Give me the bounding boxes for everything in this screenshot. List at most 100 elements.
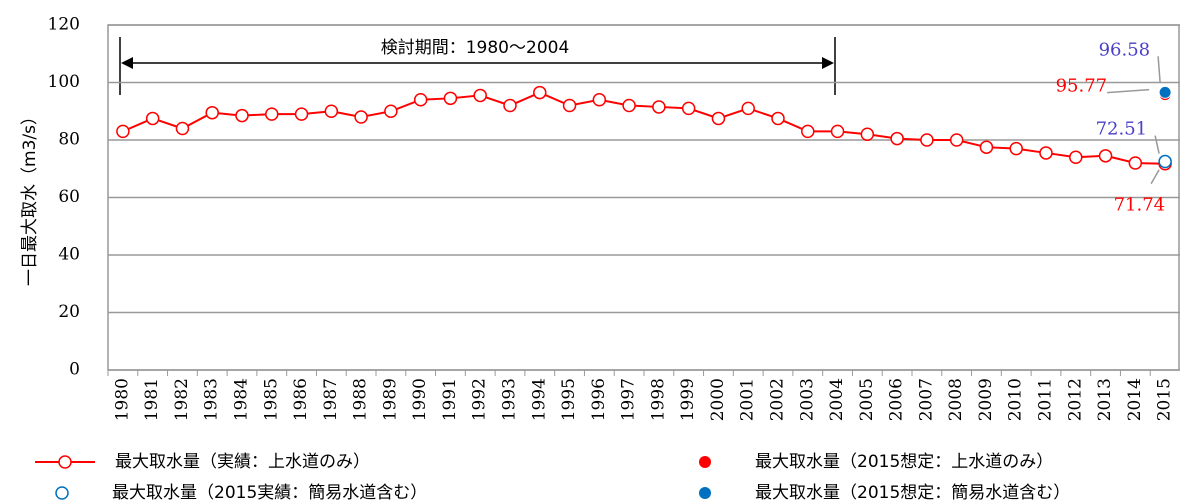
legend-label: 最大取水量（実績：上水道のみ） — [115, 452, 370, 472]
annotation: 検討期間：1980～2004 — [381, 38, 570, 58]
y-tick-label: 120 — [48, 15, 80, 35]
leader-line — [1107, 88, 1150, 94]
x-tick-label: 1980 — [112, 378, 132, 421]
x-tick-label: 2012 — [1065, 378, 1085, 421]
x-tick-label: 1987 — [321, 378, 341, 421]
point — [473, 88, 487, 103]
leader-line — [1157, 56, 1161, 83]
x-tick-label: 2004 — [827, 378, 847, 421]
legend-marker — [58, 455, 72, 469]
x-tick-label: 2003 — [797, 378, 817, 421]
x-tick-label: 2010 — [1006, 378, 1026, 421]
x-tick-label: 2013 — [1095, 378, 1115, 421]
y-axis-label: 一日最大取水（m3/s） — [20, 108, 40, 286]
point — [116, 124, 130, 139]
point — [1098, 149, 1113, 163]
legend-marker — [699, 487, 711, 499]
point — [1128, 156, 1143, 170]
point — [1069, 150, 1083, 164]
x-tick-label: 1986 — [291, 378, 311, 421]
point — [622, 98, 636, 113]
data-label: 96.58 — [1099, 39, 1151, 60]
x-tick-label: 1988 — [351, 378, 371, 421]
point — [354, 110, 368, 124]
x-tick-label: 1982 — [172, 378, 192, 421]
y-tick-label: 80 — [58, 130, 80, 150]
point — [771, 111, 785, 126]
point — [890, 131, 904, 146]
point — [920, 133, 934, 147]
point — [443, 91, 458, 106]
x-tick-label: 2005 — [857, 378, 877, 421]
point — [533, 85, 547, 100]
point — [205, 105, 219, 120]
point — [741, 101, 755, 116]
point — [979, 140, 994, 154]
point — [592, 93, 607, 107]
x-tick-label: 2006 — [887, 378, 907, 421]
x-tick-label: 2008 — [946, 378, 966, 421]
line — [122, 91, 1166, 165]
point — [1009, 141, 1023, 156]
point — [1158, 85, 1172, 99]
y-tick-label: 60 — [58, 187, 80, 207]
x-tick-label: 2001 — [738, 378, 758, 421]
point — [830, 124, 845, 139]
x-tick-label: 2014 — [1125, 378, 1145, 421]
point — [1039, 146, 1053, 160]
x-tick-label: 1990 — [410, 378, 430, 421]
point — [562, 98, 577, 113]
point — [235, 108, 249, 123]
point — [801, 124, 815, 139]
legend-marker — [55, 486, 69, 500]
x-tick-label: 1985 — [261, 378, 281, 421]
point — [413, 93, 428, 107]
x-tick-label: 1998 — [648, 378, 668, 421]
point — [652, 100, 666, 114]
legend-label: 最大取水量（2015想定：簡易水道含む） — [755, 483, 1070, 503]
data-label: 71.74 — [1114, 195, 1166, 216]
data-label: 72.51 — [1096, 119, 1148, 140]
y-tick-label: 20 — [58, 302, 80, 322]
point — [324, 104, 339, 118]
x-tick-label: 2015 — [1155, 378, 1175, 421]
point — [145, 111, 160, 126]
y-tick-label: 100 — [48, 72, 80, 92]
x-tick-label: 1993 — [500, 378, 520, 421]
x-tick-label: 2009 — [976, 378, 996, 421]
point — [384, 104, 398, 118]
x-tick-label: 2011 — [1036, 378, 1056, 421]
x-tick-label: 1999 — [678, 378, 698, 421]
point — [681, 101, 696, 116]
x-tick-label: 1989 — [380, 378, 400, 421]
legend-label: 最大取水量（2015想定：上水道のみ） — [755, 452, 1053, 472]
x-tick-label: 2000 — [708, 378, 728, 421]
data-label: 95.77 — [1056, 76, 1108, 97]
x-tick-label: 1992 — [470, 378, 490, 421]
x-tick-label: 1983 — [202, 378, 222, 421]
leader-line — [1150, 169, 1160, 185]
legend-label: 最大取水量（2015実績：簡易水道含む） — [112, 483, 427, 503]
x-tick-label: 2007 — [916, 378, 936, 421]
x-tick-label: 1996 — [589, 378, 609, 421]
point — [503, 98, 517, 113]
y-tick-label: 0 — [69, 360, 80, 380]
x-tick-label: 1997 — [619, 378, 639, 421]
x-tick-label: 1995 — [559, 378, 579, 421]
x-tick-label: 1994 — [529, 378, 549, 421]
point — [175, 121, 190, 136]
x-tick-label: 1981 — [142, 378, 162, 421]
y-tick-label: 40 — [58, 245, 80, 265]
x-tick-label: 1984 — [232, 378, 252, 421]
point — [949, 133, 964, 147]
x-tick-label: 2002 — [768, 378, 788, 421]
point — [294, 107, 309, 121]
point — [1158, 154, 1172, 169]
leader-line — [1154, 135, 1160, 154]
point — [265, 107, 279, 121]
point — [711, 111, 726, 126]
point — [860, 127, 875, 141]
legend-marker — [699, 456, 711, 468]
x-tick-label: 1991 — [440, 378, 460, 421]
